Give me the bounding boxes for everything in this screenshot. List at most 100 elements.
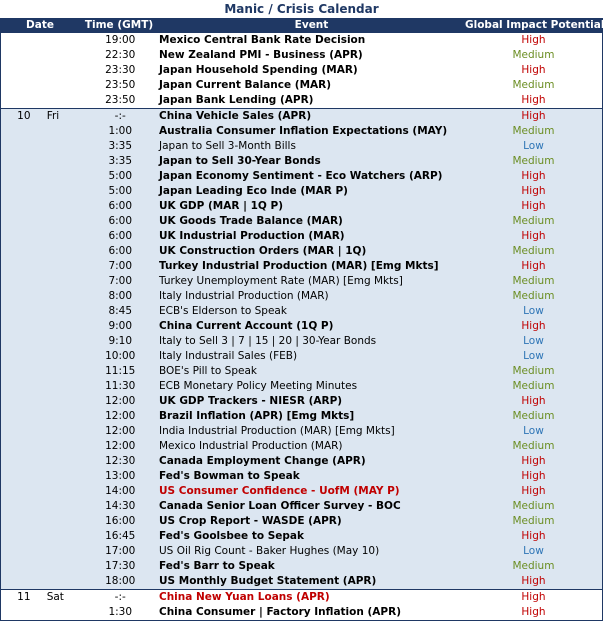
date-weekday bbox=[47, 48, 80, 63]
event-name: US Crop Report - WASDE (APR) bbox=[159, 515, 342, 527]
event-time: 11:30 bbox=[105, 380, 136, 392]
event-name: Canada Senior Loan Officer Survey - BOC bbox=[159, 500, 401, 512]
impact-level: High bbox=[521, 230, 546, 242]
date-weekday bbox=[47, 139, 80, 154]
event-name: Japan to Sell 30-Year Bonds bbox=[159, 155, 321, 167]
event-name: New Zealand PMI - Business (APR) bbox=[159, 49, 363, 61]
date-weekday bbox=[47, 409, 80, 424]
event-name: UK Goods Trade Balance (MAR) bbox=[159, 215, 343, 227]
table-row: 23:50 Japan Current Balance (MAR) Medium bbox=[1, 78, 602, 93]
event-time: 12:00 bbox=[105, 410, 136, 422]
impact-level: Low bbox=[523, 425, 544, 437]
impact-level: Low bbox=[523, 335, 544, 347]
table-row: 13:00 Fed's Bowman to Speak High bbox=[1, 469, 602, 484]
date-weekday bbox=[47, 529, 80, 544]
impact-level: High bbox=[521, 575, 546, 587]
impact-level: Medium bbox=[512, 215, 555, 227]
event-name: Fed's Barr to Speak bbox=[159, 560, 275, 572]
table-row: 18:00 US Monthly Budget Statement (APR) Hi… bbox=[1, 574, 602, 589]
event-time: 12:30 bbox=[105, 455, 136, 467]
event-name: Japan Bank Lending (APR) bbox=[159, 94, 314, 106]
event-name: Japan to Sell 3-Month Bills bbox=[159, 140, 296, 152]
day-divider bbox=[1, 589, 602, 590]
impact-level: Medium bbox=[512, 410, 555, 422]
event-name: ECB's Elderson to Speak bbox=[159, 305, 287, 317]
impact-level: Medium bbox=[512, 500, 555, 512]
date-day: 11 bbox=[17, 591, 31, 603]
event-time: 6:00 bbox=[108, 230, 133, 242]
event-time: 7:00 bbox=[108, 260, 133, 272]
table-row: 12:00 India Industrial Production (MAR) [… bbox=[1, 424, 602, 439]
impact-level: High bbox=[521, 185, 546, 197]
table-row: 17:00 US Oil Rig Count - Baker Hughes (Ma… bbox=[1, 544, 602, 559]
table-row: 11:30 ECB Monetary Policy Meeting Minutes… bbox=[1, 379, 602, 394]
impact-level: Medium bbox=[512, 49, 555, 61]
impact-level: High bbox=[521, 64, 546, 76]
event-time: 1:00 bbox=[108, 125, 133, 137]
impact-level: High bbox=[521, 94, 546, 106]
event-name: Italy Industrail Sales (FEB) bbox=[159, 350, 298, 362]
event-time: -:- bbox=[114, 110, 126, 122]
date-day bbox=[1, 244, 47, 259]
date-day bbox=[1, 169, 47, 184]
date-day bbox=[1, 124, 47, 139]
table-row: 6:00 UK Construction Orders (MAR | 1Q) Med… bbox=[1, 244, 602, 259]
date-day bbox=[1, 274, 47, 289]
impact-level: High bbox=[521, 591, 546, 603]
event-time: 1:30 bbox=[108, 606, 133, 618]
impact-level: High bbox=[521, 395, 546, 407]
date-day bbox=[1, 574, 47, 589]
date-weekday bbox=[47, 169, 80, 184]
event-time: 23:50 bbox=[105, 79, 136, 91]
event-time: 7:00 bbox=[108, 275, 133, 287]
date-weekday bbox=[47, 499, 80, 514]
date-day bbox=[1, 184, 47, 199]
table-row: 14:30 Canada Senior Loan Officer Survey -… bbox=[1, 499, 602, 514]
impact-level: High bbox=[521, 485, 546, 497]
date-day bbox=[1, 484, 47, 499]
date-day bbox=[1, 439, 47, 454]
impact-level: Medium bbox=[512, 380, 555, 392]
event-time: 6:00 bbox=[108, 200, 133, 212]
event-time: 9:10 bbox=[108, 335, 133, 347]
event-name: China Vehicle Sales (APR) bbox=[159, 110, 312, 122]
event-name: Fed's Goolsbee to Sepak bbox=[159, 530, 304, 542]
date-day bbox=[1, 529, 47, 544]
date-day bbox=[1, 78, 47, 93]
table-row: 6:00 UK GDP (MAR | 1Q P) High bbox=[1, 199, 602, 214]
table-row: 6:00 UK Industrial Production (MAR) High bbox=[1, 229, 602, 244]
event-time: 9:00 bbox=[108, 320, 133, 332]
event-name: UK GDP (MAR | 1Q P) bbox=[159, 200, 283, 212]
date-day bbox=[1, 364, 47, 379]
impact-level: High bbox=[521, 260, 546, 272]
event-time: 12:00 bbox=[105, 440, 136, 452]
date-day bbox=[1, 48, 47, 63]
day-group: 19:00 Mexico Central Bank Rate Decision Hi… bbox=[0, 33, 603, 108]
event-name: Turkey Unemployment Rate (MAR) [Emg Mkts… bbox=[159, 275, 403, 287]
table-row: 8:00 Italy Industrial Production (MAR) Med… bbox=[1, 289, 602, 304]
event-time: 8:00 bbox=[108, 290, 133, 302]
date-weekday bbox=[47, 349, 80, 364]
date-weekday bbox=[47, 379, 80, 394]
impact-level: High bbox=[521, 200, 546, 212]
table-row: 17:30 Fed's Barr to Speak Medium bbox=[1, 559, 602, 574]
event-name: Mexico Industrial Production (MAR) bbox=[159, 440, 343, 452]
impact-level: Medium bbox=[512, 290, 555, 302]
date-weekday bbox=[47, 274, 80, 289]
impact-level: Medium bbox=[512, 440, 555, 452]
impact-level: Medium bbox=[512, 365, 555, 377]
event-time: 13:00 bbox=[105, 470, 136, 482]
event-name: India Industrial Production (MAR) [Emg M… bbox=[159, 425, 395, 437]
event-time: 10:00 bbox=[105, 350, 136, 362]
event-time: 14:00 bbox=[105, 485, 136, 497]
date-day bbox=[1, 409, 47, 424]
header-time: Time (GMT) bbox=[84, 19, 154, 31]
event-name: Italy to Sell 3 | 7 | 15 | 20 | 30-Year … bbox=[159, 335, 377, 347]
table-row: 12:00 Mexico Industrial Production (MAR) M… bbox=[1, 439, 602, 454]
date-day bbox=[1, 469, 47, 484]
date-weekday bbox=[47, 244, 80, 259]
impact-level: Medium bbox=[512, 515, 555, 527]
table-row: 11:15 BOE's Pill to Speak Medium bbox=[1, 364, 602, 379]
date-weekday bbox=[47, 484, 80, 499]
date-day bbox=[1, 289, 47, 304]
